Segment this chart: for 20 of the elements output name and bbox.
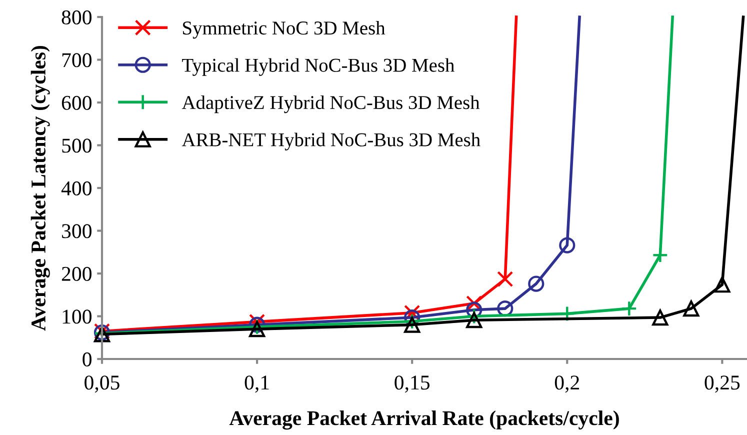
y-tick-label: 600	[62, 96, 92, 110]
x-tick-label: 0,1	[244, 376, 269, 393]
x-axis-title: Average Packet Arrival Rate (packets/cycle)	[229, 410, 619, 430]
x-tick-label: 0,05	[84, 376, 120, 393]
legend-label: AdaptiveZ Hybrid NoC-Bus 3D Mesh	[182, 95, 480, 114]
y-tick-label: 400	[61, 181, 92, 196]
y-axis-title: Average Packet Latency (cycles)	[30, 46, 50, 331]
y-tick-label: 500	[62, 138, 92, 153]
y-tick-label: 300	[62, 224, 92, 238]
x-tick-label: 0,25	[704, 376, 740, 393]
legend-label: Symmetric NoC 3D Mesh	[183, 20, 386, 39]
x-tick-label: 0,15	[394, 376, 430, 393]
y-tick-label: 800	[62, 10, 92, 24]
y-tick-label: 200	[62, 266, 92, 281]
legend-label: ARB-NET Hybrid NoC-Bus 3D Mesh	[182, 132, 480, 150]
y-tick-label: 0	[82, 352, 92, 366]
y-tick-label: 100	[62, 310, 92, 324]
y-tick-label: 700	[62, 53, 92, 68]
x-tick-label: 0,2	[554, 376, 580, 393]
legend-label: Typical Hybrid NoC-Bus 3D Mesh	[182, 58, 454, 76]
